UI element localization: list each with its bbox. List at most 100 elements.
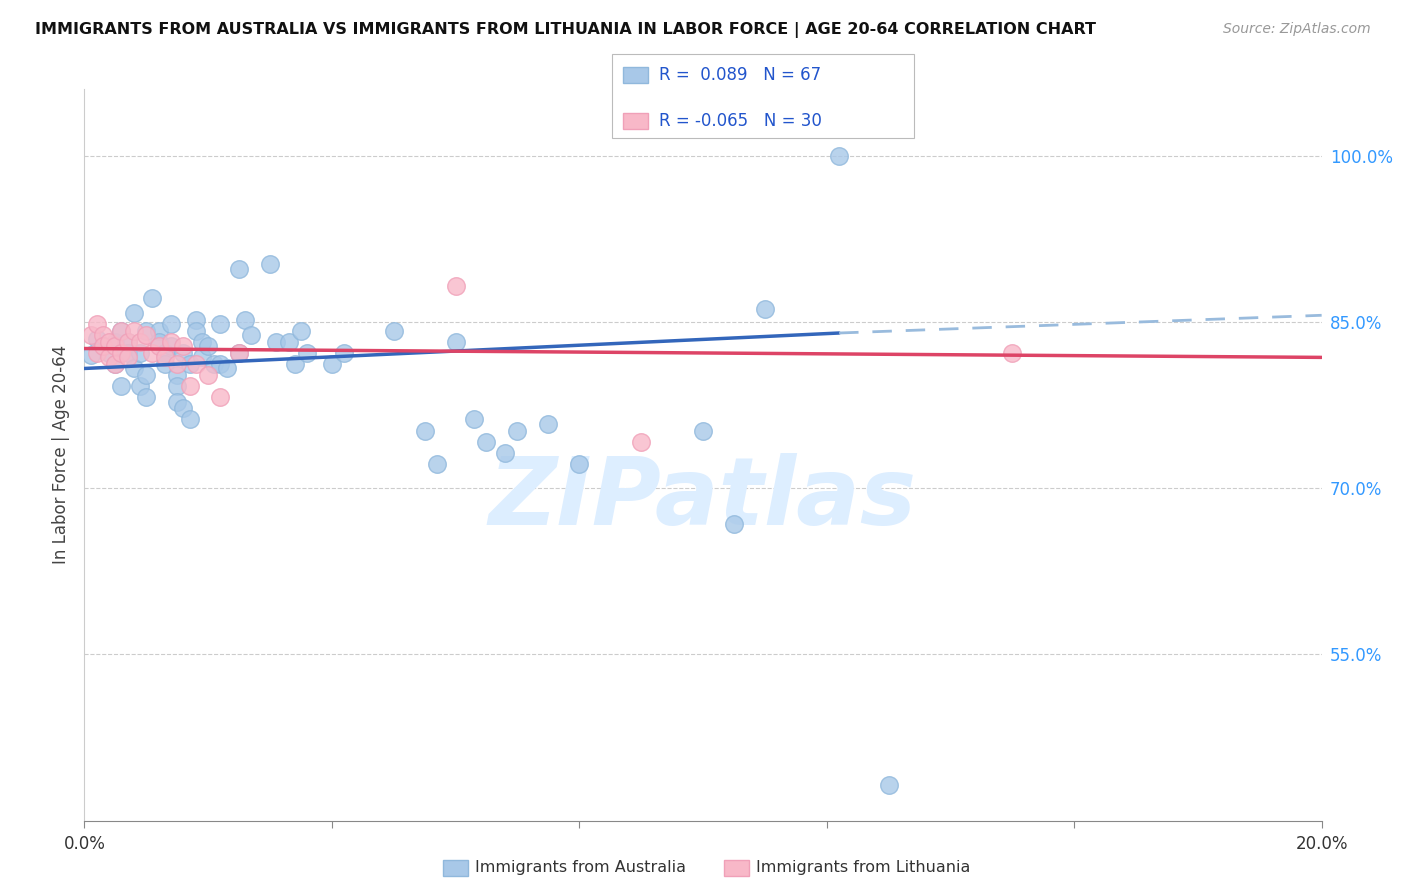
Point (382, 324, 405, 338)
Point (117, 351, 139, 365)
Point (475, 434, 498, 449)
Point (104, 357, 127, 371)
Point (277, 334, 299, 349)
Point (153, 351, 176, 365)
Point (91, 339, 114, 353)
Point (98, 346, 121, 360)
Point (444, 279, 467, 293)
Point (86, 317, 108, 331)
Point (179, 357, 201, 371)
Point (179, 379, 201, 393)
Point (79, 328, 101, 343)
Point (191, 334, 214, 349)
Point (209, 357, 232, 371)
Point (166, 379, 188, 393)
Point (166, 368, 188, 383)
Point (110, 324, 132, 338)
Point (259, 257, 281, 271)
Point (104, 357, 127, 371)
Point (153, 346, 176, 360)
Point (228, 346, 250, 360)
Point (197, 339, 219, 353)
Point (141, 291, 163, 305)
Point (191, 351, 214, 365)
Point (172, 401, 194, 416)
Point (228, 346, 250, 360)
Point (184, 357, 207, 371)
Point (1001, 346, 1024, 360)
Point (129, 346, 152, 360)
Point (122, 361, 145, 376)
Point (86, 346, 108, 360)
Point (110, 379, 132, 393)
Point (877, 778, 900, 792)
Point (202, 357, 225, 371)
Point (494, 446, 516, 460)
Point (104, 334, 127, 349)
Point (98, 334, 121, 349)
Point (240, 328, 263, 343)
Point (172, 339, 194, 353)
Point (228, 261, 250, 276)
Point (209, 317, 232, 331)
Point (828, 149, 851, 163)
Point (148, 334, 170, 349)
Point (117, 346, 139, 360)
Point (754, 301, 776, 316)
Point (295, 346, 318, 360)
Point (122, 306, 145, 320)
Text: ZIPatlas: ZIPatlas (489, 453, 917, 545)
Point (160, 317, 183, 331)
Point (184, 312, 207, 326)
Point (91, 328, 114, 343)
Point (117, 334, 139, 349)
Point (148, 339, 170, 353)
Point (426, 457, 449, 471)
Point (86, 332, 108, 346)
Point (264, 334, 287, 349)
Point (91, 339, 114, 353)
Point (630, 434, 652, 449)
Point (215, 361, 238, 376)
Point (692, 424, 714, 438)
Point (129, 334, 152, 349)
Point (179, 412, 201, 426)
Point (321, 357, 343, 371)
Y-axis label: In Labor Force | Age 20-64: In Labor Force | Age 20-64 (52, 345, 70, 565)
Point (141, 346, 163, 360)
Point (153, 357, 176, 371)
Point (290, 324, 312, 338)
Point (160, 334, 183, 349)
Text: Source: ZipAtlas.com: Source: ZipAtlas.com (1223, 22, 1371, 37)
Point (444, 334, 467, 349)
Point (135, 390, 157, 404)
Point (506, 424, 529, 438)
Point (166, 394, 188, 409)
Point (129, 379, 152, 393)
Point (98, 351, 121, 365)
Text: R = -0.065   N = 30: R = -0.065 N = 30 (659, 112, 823, 130)
Point (110, 324, 132, 338)
Point (117, 334, 139, 349)
Point (233, 312, 256, 326)
Point (723, 516, 745, 531)
Point (537, 417, 560, 431)
Point (166, 357, 188, 371)
Point (79, 348, 101, 362)
Text: Immigrants from Lithuania: Immigrants from Lithuania (756, 860, 970, 874)
Point (104, 339, 127, 353)
Point (413, 424, 436, 438)
Point (135, 324, 157, 338)
Point (135, 368, 157, 383)
Text: IMMIGRANTS FROM AUSTRALIA VS IMMIGRANTS FROM LITHUANIA IN LABOR FORCE | AGE 20-6: IMMIGRANTS FROM AUSTRALIA VS IMMIGRANTS … (35, 22, 1097, 38)
Point (172, 346, 194, 360)
Point (463, 412, 485, 426)
Point (148, 324, 170, 338)
Point (209, 390, 232, 404)
Point (284, 357, 307, 371)
Point (184, 324, 207, 338)
Point (333, 346, 356, 360)
Text: R =  0.089   N = 67: R = 0.089 N = 67 (659, 66, 821, 84)
Point (568, 457, 591, 471)
Point (197, 368, 219, 383)
